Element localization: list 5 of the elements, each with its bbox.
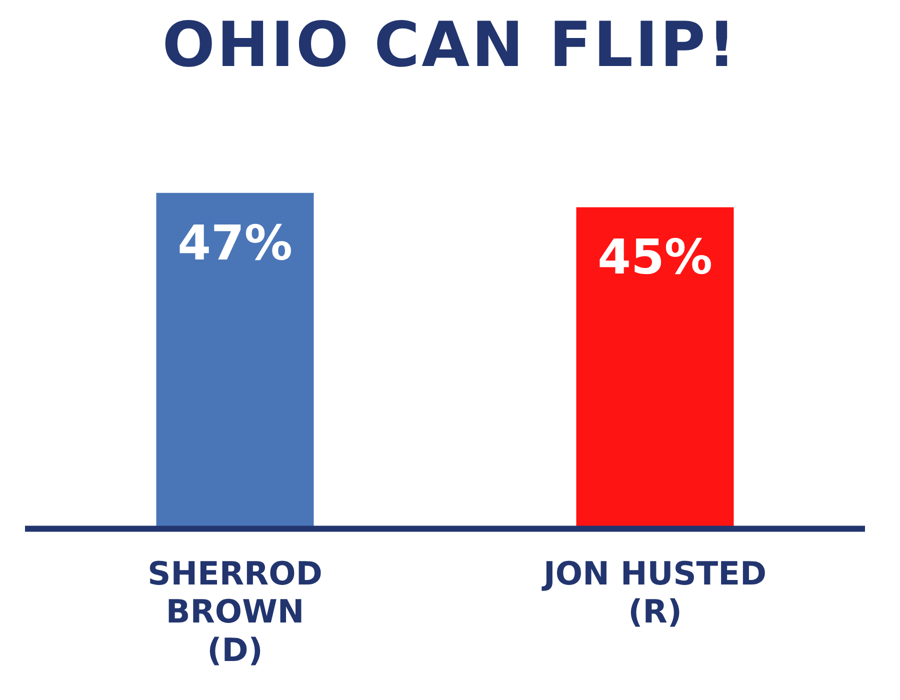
x-tick-label: SHERROD BROWN (D)	[148, 554, 322, 670]
data-label: 47%	[178, 215, 292, 272]
chart-title: OHIO CAN FLIP!	[161, 8, 739, 81]
x-tick-label: JON HUSTED (R)	[541, 554, 767, 631]
data-label: 45%	[598, 230, 712, 286]
